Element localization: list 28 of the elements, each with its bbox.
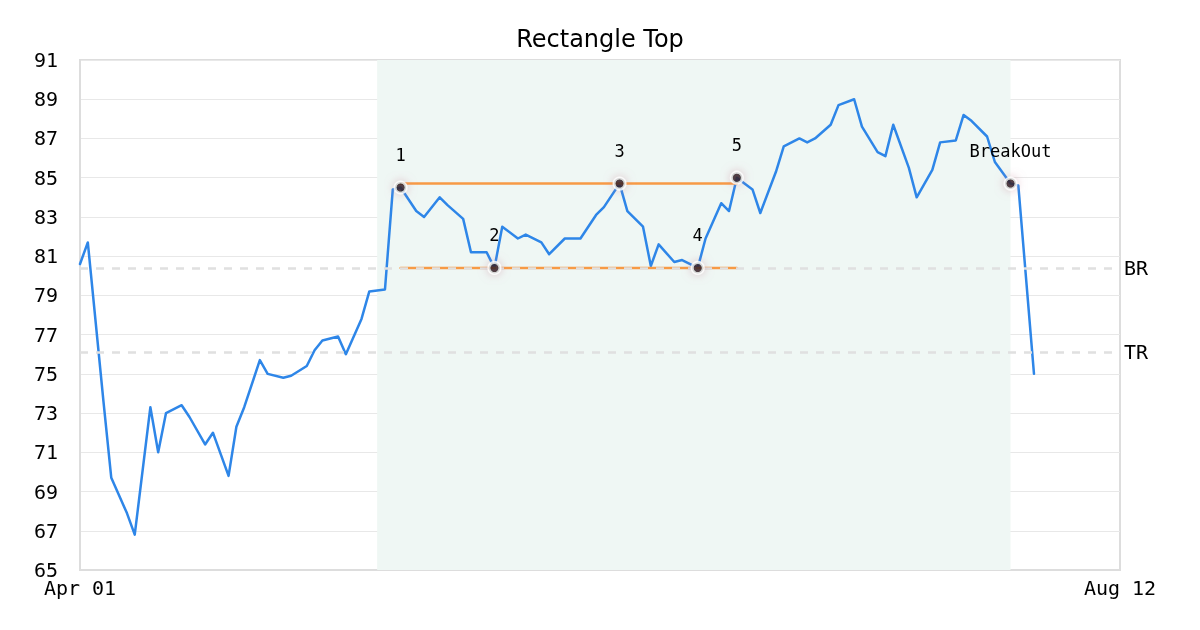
- annotation: 4: [692, 224, 703, 245]
- chart-title: Rectangle Top: [516, 25, 684, 53]
- y-tick-label: 91: [33, 48, 58, 72]
- annotation: 5: [731, 134, 742, 155]
- y-tick-label: 75: [33, 361, 58, 386]
- point: [612, 176, 627, 191]
- y-tick-label: 79: [33, 283, 58, 308]
- annotation: 2: [489, 224, 500, 245]
- point: [1003, 176, 1018, 191]
- point: [393, 180, 408, 195]
- annotation: 1: [395, 144, 406, 165]
- y-tick-label: 71: [33, 440, 58, 465]
- y-tick-label: 81: [33, 244, 58, 269]
- y-tick-label: 77: [33, 322, 58, 347]
- ref-line-label: BR: [1124, 255, 1150, 280]
- point: [729, 170, 744, 185]
- point: [690, 260, 705, 275]
- annotation: 3: [614, 140, 625, 161]
- y-tick-label: 69: [33, 479, 58, 504]
- ref-line-label: TR: [1124, 340, 1150, 365]
- x-tick-label: Aug 12: [1083, 576, 1157, 600]
- y-tick-label: 89: [33, 87, 58, 112]
- point: [487, 260, 502, 275]
- y-tick-label: 73: [33, 401, 58, 426]
- y-tick-label: 83: [33, 204, 58, 229]
- y-tick-label: 85: [33, 165, 58, 190]
- y-tick-label: 67: [33, 518, 58, 543]
- y-tick-label: 87: [33, 126, 58, 151]
